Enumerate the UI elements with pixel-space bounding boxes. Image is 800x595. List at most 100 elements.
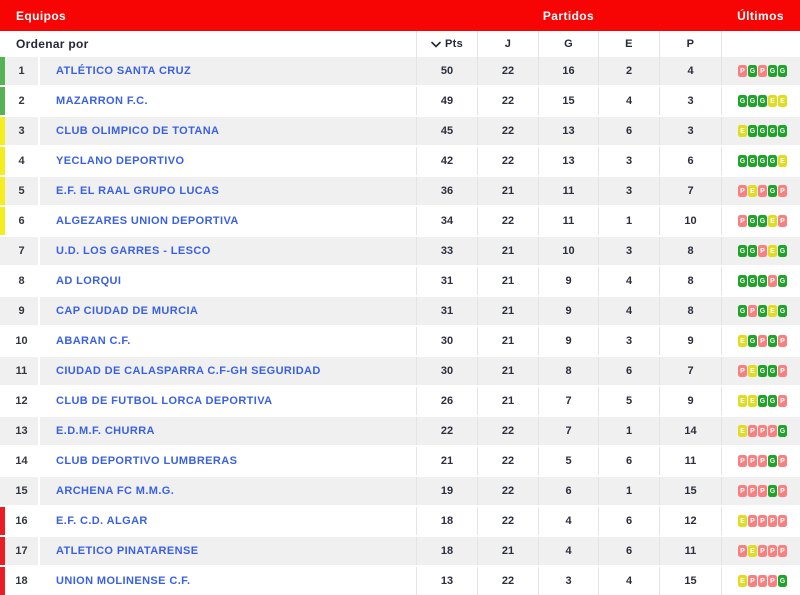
team-name[interactable]: CLUB OLIMPICO DE TOTANA (56, 125, 220, 137)
form-square-e: E (768, 305, 777, 317)
form-square-g: G (768, 185, 777, 197)
table-row: 14 CLUB DEPORTIVO LUMBRERAS 21 22 5 6 11… (0, 447, 800, 475)
form-square-e: E (768, 245, 777, 257)
form-square-g: G (768, 335, 777, 347)
form-square-p: P (738, 485, 747, 497)
position: 16 (5, 507, 40, 535)
form-square-g: G (778, 275, 787, 287)
stat-e: 6 (598, 507, 659, 535)
stat-j: 22 (477, 477, 538, 505)
team-name[interactable]: YECLANO DEPORTIVO (56, 155, 185, 167)
position: 8 (5, 267, 40, 295)
stat-j: 22 (477, 87, 538, 115)
stat-e: 4 (598, 87, 659, 115)
team-name[interactable]: ABARAN C.F. (56, 335, 131, 347)
form-square-p: P (758, 335, 767, 347)
team-name[interactable]: CLUB DEPORTIVO LUMBRERAS (56, 455, 238, 467)
zone-indicator (0, 87, 5, 115)
stat-e: 6 (598, 357, 659, 385)
stat-pts: 50 (416, 57, 477, 85)
stat-j: 22 (477, 417, 538, 445)
form-square-g: G (738, 95, 747, 107)
stat-g: 5 (538, 447, 598, 475)
form-square-g: G (748, 65, 757, 77)
position: 12 (5, 387, 40, 415)
form-square-p: P (758, 245, 767, 257)
sort-pts-button[interactable]: Pts (416, 31, 477, 57)
column-pts-label: Pts (444, 38, 464, 50)
team-name[interactable]: E.D.M.F. CHURRA (56, 425, 155, 437)
stat-g: 11 (538, 207, 598, 235)
position: 15 (5, 477, 40, 505)
stat-g: 16 (538, 57, 598, 85)
position: 5 (5, 177, 40, 205)
table-header-bar: Equipos Partidos Últimos (0, 0, 800, 31)
stat-e: 6 (598, 117, 659, 145)
form-square-g: G (768, 125, 777, 137)
zone-indicator (0, 207, 5, 235)
stat-e: 3 (598, 327, 659, 355)
zone-indicator (0, 507, 5, 535)
form-square-e: E (738, 575, 747, 587)
zone-indicator (0, 537, 5, 565)
form-square-g: G (758, 95, 767, 107)
form-square-g: G (748, 95, 757, 107)
team-name[interactable]: CLUB DE FUTBOL LORCA DEPORTIVA (56, 395, 273, 407)
team-name[interactable]: ALGEZARES UNION DEPORTIVA (56, 215, 239, 227)
team-name[interactable]: ATLÉTICO SANTA CRUZ (56, 65, 192, 77)
stat-j: 22 (477, 117, 538, 145)
form-square-p: P (778, 515, 787, 527)
zone-indicator (0, 177, 5, 205)
stat-p: 9 (659, 387, 721, 415)
stat-j: 22 (477, 147, 538, 175)
position: 10 (5, 327, 40, 355)
form-square-e: E (748, 395, 757, 407)
stat-e: 6 (598, 537, 659, 565)
team-name[interactable]: U.D. LOS GARRES - LESCO (56, 245, 211, 257)
form-square-p: P (748, 455, 757, 467)
zone-indicator (0, 117, 5, 145)
stat-j: 22 (477, 507, 538, 535)
form-square-p: P (768, 575, 777, 587)
form-square-g: G (738, 305, 747, 317)
team-name[interactable]: AD LORQUI (56, 275, 122, 287)
form-square-e: E (748, 185, 757, 197)
form-square-e: E (738, 515, 747, 527)
form-square-e: E (738, 125, 747, 137)
form-square-e: E (738, 425, 747, 437)
form-square-g: G (748, 155, 757, 167)
team-name[interactable]: E.F. C.D. ALGAR (56, 515, 148, 527)
header-partidos: Partidos (542, 8, 595, 23)
form-square-p: P (758, 515, 767, 527)
team-name[interactable]: ATLETICO PINATARENSE (56, 545, 199, 557)
form-square-g: G (758, 275, 767, 287)
team-name[interactable]: UNION MOLINENSE C.F. (56, 575, 191, 587)
stat-pts: 31 (416, 297, 477, 325)
column-ultimos-spacer (721, 31, 800, 57)
team-name[interactable]: CAP CIUDAD DE MURCIA (56, 305, 199, 317)
team-name[interactable]: ARCHENA FC M.M.G. (56, 485, 175, 497)
form-square-p: P (758, 185, 767, 197)
stat-pts: 45 (416, 117, 477, 145)
form-square-p: P (778, 485, 787, 497)
stat-j: 21 (477, 177, 538, 205)
team-name[interactable]: E.F. EL RAAL GRUPO LUCAS (56, 185, 220, 197)
form-square-p: P (768, 515, 777, 527)
stat-p: 10 (659, 207, 721, 235)
stat-pts: 22 (416, 417, 477, 445)
stat-j: 22 (477, 447, 538, 475)
team-name[interactable]: MAZARRON F.C. (56, 95, 148, 107)
form-square-g: G (778, 305, 787, 317)
form-square-g: G (748, 245, 757, 257)
team-name[interactable]: CIUDAD DE CALASPARRA C.F-GH SEGURIDAD (56, 365, 321, 377)
